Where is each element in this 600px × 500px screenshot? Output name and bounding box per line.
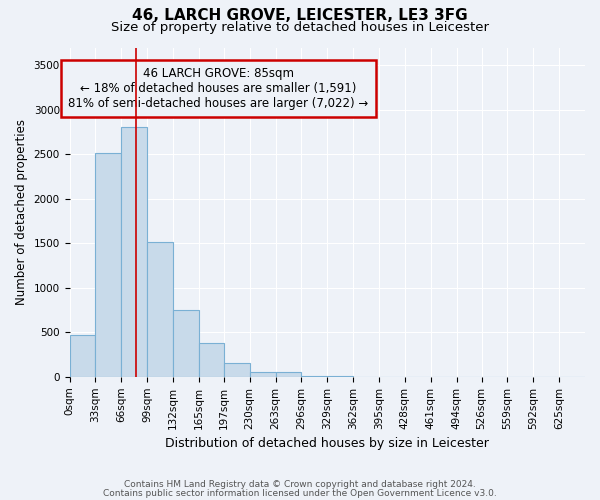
Bar <box>250 372 275 377</box>
Text: Size of property relative to detached houses in Leicester: Size of property relative to detached ho… <box>111 21 489 34</box>
Bar <box>275 372 301 377</box>
X-axis label: Distribution of detached houses by size in Leicester: Distribution of detached houses by size … <box>166 437 489 450</box>
Text: 46, LARCH GROVE, LEICESTER, LE3 3FG: 46, LARCH GROVE, LEICESTER, LE3 3FG <box>132 8 468 22</box>
Bar <box>224 364 250 377</box>
Y-axis label: Number of detached properties: Number of detached properties <box>15 119 28 305</box>
Bar <box>95 154 121 377</box>
Bar <box>199 342 224 377</box>
Bar <box>173 310 199 377</box>
Bar <box>121 126 147 377</box>
Bar <box>70 335 95 377</box>
Bar <box>301 376 327 377</box>
Text: 46 LARCH GROVE: 85sqm
← 18% of detached houses are smaller (1,591)
81% of semi-d: 46 LARCH GROVE: 85sqm ← 18% of detached … <box>68 67 368 110</box>
Bar <box>147 242 173 377</box>
Text: Contains HM Land Registry data © Crown copyright and database right 2024.: Contains HM Land Registry data © Crown c… <box>124 480 476 489</box>
Text: Contains public sector information licensed under the Open Government Licence v3: Contains public sector information licen… <box>103 489 497 498</box>
